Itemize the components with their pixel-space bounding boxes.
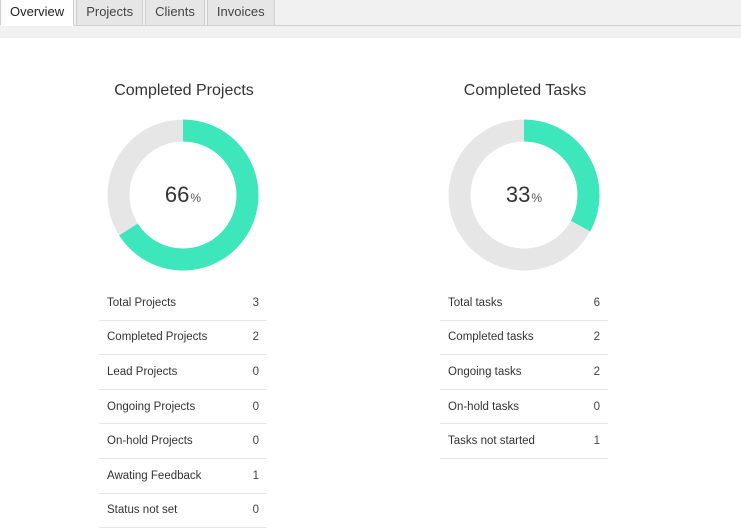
- stat-label: Ongoing tasks: [448, 365, 522, 378]
- stat-label: Lead Projects: [107, 365, 178, 378]
- stat-value: 0: [593, 400, 600, 413]
- stat-label: Status not set: [107, 504, 178, 517]
- stat-value: 2: [252, 331, 259, 344]
- tasks-percent-unit: %: [531, 190, 543, 205]
- stat-label: On-hold Projects: [107, 435, 193, 448]
- projects-donut-progress: [107, 119, 259, 271]
- projects-stat-row: On-hold Projects 0: [99, 424, 267, 459]
- tasks-stat-row: Ongoing tasks 2: [440, 355, 608, 390]
- tasks-percent: 33%: [447, 118, 601, 272]
- tasks-stat-row: Total tasks 6: [440, 286, 608, 321]
- tasks-title: Completed Tasks: [463, 82, 587, 99]
- stat-value: 2: [593, 331, 600, 344]
- tasks-donut-progress: [448, 119, 600, 271]
- stat-value: 0: [252, 365, 259, 378]
- tab-divider: [0, 25, 741, 26]
- stat-label: On-hold tasks: [448, 400, 519, 413]
- stat-value: 0: [252, 400, 259, 413]
- stat-label: Completed Projects: [107, 331, 208, 344]
- projects-stat-row: Ongoing Projects 0: [99, 390, 267, 425]
- stat-value: 0: [252, 435, 259, 448]
- tab-invoices[interactable]: Invoices: [206, 0, 275, 26]
- tasks-stat-row: Completed tasks 2: [440, 321, 608, 356]
- tasks-stat-row: On-hold tasks 0: [440, 390, 608, 425]
- stat-value: 3: [252, 296, 259, 309]
- projects-stat-row: Completed Projects 2: [99, 321, 267, 356]
- projects-stat-row: Status not set 0: [99, 494, 267, 529]
- stat-value: 6: [593, 296, 600, 309]
- tasks-donut-chart: [448, 119, 600, 271]
- tasks-percent-value: 33: [505, 182, 531, 207]
- projects-percent-unit: %: [190, 190, 202, 205]
- projects-title: Completed Projects: [114, 82, 254, 99]
- tab-overview[interactable]: Overview: [0, 0, 75, 26]
- stat-label: Completed tasks: [448, 331, 534, 344]
- projects-stat-row: Total Projects 3: [99, 286, 267, 321]
- stat-label: Tasks not started: [448, 435, 535, 448]
- projects-donut: 66%: [106, 118, 260, 272]
- stat-value: 0: [252, 504, 259, 517]
- projects-donut-chart: [107, 119, 259, 271]
- tab-clients[interactable]: Clients: [145, 0, 205, 26]
- stat-label: Total tasks: [448, 296, 503, 309]
- projects-percent: 66%: [106, 118, 260, 272]
- stat-value: 1: [252, 469, 259, 482]
- tabs: Overview Projects Clients Invoices: [0, 0, 277, 26]
- stat-label: Awating Feedback: [107, 469, 202, 482]
- stat-label: Ongoing Projects: [107, 400, 196, 413]
- stat-value: 2: [593, 365, 600, 378]
- tasks-stats: Total tasks 6 Completed tasks 2 Ongoing ta…: [440, 286, 608, 459]
- projects-stats: Total Projects 3 Completed Projects 2 Lead…: [99, 286, 267, 529]
- tasks-stat-row: Tasks not started 1: [440, 424, 608, 459]
- tab-bar: Overview Projects Clients Invoices: [0, 0, 741, 38]
- tasks-donut: 33%: [447, 118, 601, 272]
- tab-projects[interactable]: Projects: [76, 0, 144, 26]
- projects-stat-row: Awating Feedback 1: [99, 459, 267, 494]
- stat-value: 1: [593, 435, 600, 448]
- projects-percent-value: 66: [164, 182, 190, 207]
- projects-stat-row: Lead Projects 0: [99, 355, 267, 390]
- stat-label: Total Projects: [107, 296, 177, 309]
